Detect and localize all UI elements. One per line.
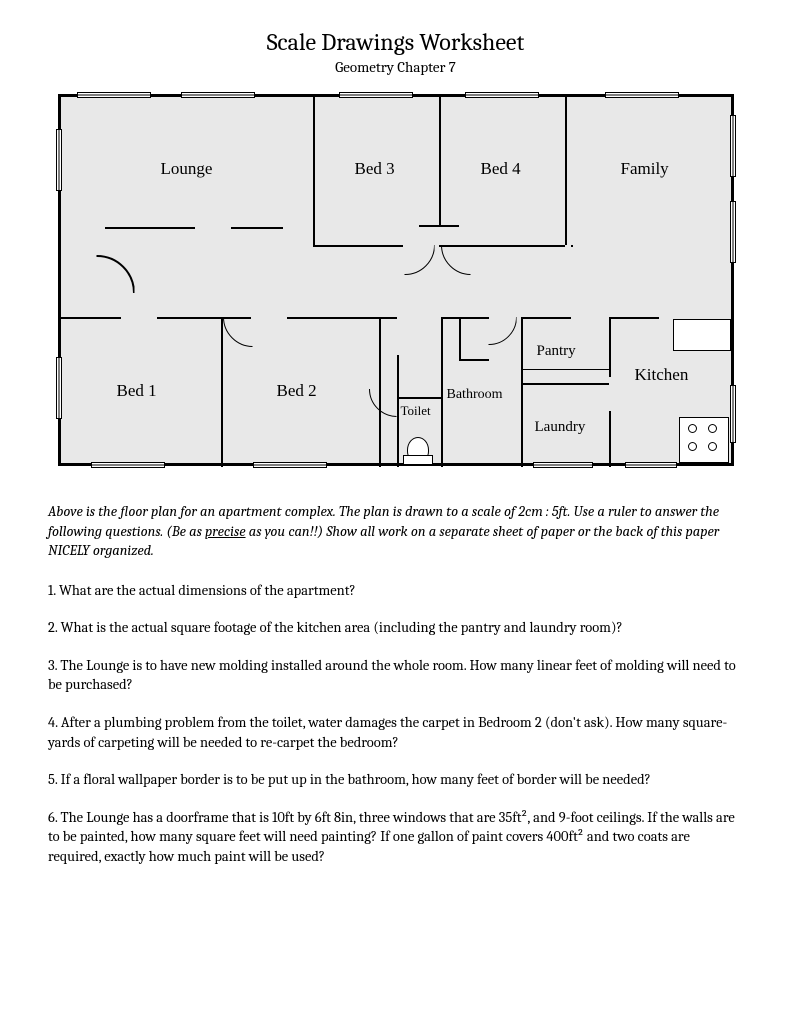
page-title: Scale Drawings Worksheet	[48, 28, 743, 56]
wall	[459, 359, 489, 361]
question-3: 3. The Lounge is to have new molding ins…	[48, 656, 743, 695]
room-label-bed4: Bed 4	[481, 159, 521, 179]
room-label-laundry: Laundry	[535, 419, 586, 436]
window-icon	[730, 385, 736, 443]
wall	[571, 245, 573, 247]
wall	[419, 225, 459, 227]
question-1: 1. What are the actual dimensions of the…	[48, 581, 743, 601]
question-6: 6. The Lounge has a doorframe that is 10…	[48, 808, 743, 867]
door-arc	[59, 255, 135, 331]
wall	[231, 227, 283, 229]
toilet-tank-icon	[403, 455, 433, 465]
room-label-bathroom: Bathroom	[447, 387, 503, 403]
counter-icon	[673, 319, 731, 351]
window-icon	[605, 92, 679, 98]
floorplan-container: Lounge Bed 3 Bed 4 Family Bed 1 Bed 2 To…	[48, 94, 743, 466]
wall	[221, 317, 223, 467]
room-label-pantry: Pantry	[537, 343, 576, 360]
room-label-toilet: Toilet	[401, 403, 431, 419]
window-icon	[339, 92, 413, 98]
wall	[439, 97, 441, 225]
window-icon	[91, 462, 165, 468]
wall	[441, 317, 489, 319]
room-label-family: Family	[621, 159, 669, 179]
window-icon	[56, 357, 62, 419]
wall	[521, 317, 523, 467]
wall	[313, 245, 403, 247]
wall	[459, 317, 461, 361]
question-5: 5. If a floral wallpaper border is to be…	[48, 770, 743, 790]
wall	[609, 317, 611, 377]
wall	[313, 97, 315, 245]
instructions-text: Above is the floor plan for an apartment…	[48, 502, 743, 561]
wall	[397, 355, 399, 467]
room-label-bed3: Bed 3	[355, 159, 395, 179]
wall	[397, 397, 441, 399]
wall	[609, 411, 611, 467]
window-icon	[253, 462, 327, 468]
door-arc	[223, 287, 283, 347]
instructions-underlined: precise	[205, 523, 246, 540]
wall	[521, 383, 609, 385]
question-4: 4. After a plumbing problem from the toi…	[48, 713, 743, 752]
page-subtitle: Geometry Chapter 7	[48, 58, 743, 76]
stove-icon	[679, 417, 729, 463]
wall	[521, 317, 571, 319]
window-icon	[465, 92, 539, 98]
window-icon	[56, 129, 62, 191]
wall	[565, 97, 567, 245]
header: Scale Drawings Worksheet Geometry Chapte…	[48, 28, 743, 76]
wall	[441, 317, 443, 467]
room-label-lounge: Lounge	[161, 159, 213, 179]
window-icon	[730, 201, 736, 263]
window-icon	[625, 462, 677, 468]
window-icon	[181, 92, 255, 98]
room-label-bed1: Bed 1	[117, 381, 157, 401]
wall	[609, 317, 659, 319]
wall	[61, 317, 121, 319]
wall	[521, 369, 609, 370]
room-label-kitchen: Kitchen	[635, 365, 689, 385]
window-icon	[730, 115, 736, 177]
room-label-bed2: Bed 2	[277, 381, 317, 401]
wall	[105, 227, 195, 229]
question-2: 2. What is the actual square footage of …	[48, 618, 743, 638]
window-icon	[77, 92, 151, 98]
window-icon	[533, 462, 593, 468]
floorplan-diagram: Lounge Bed 3 Bed 4 Family Bed 1 Bed 2 To…	[58, 94, 734, 466]
